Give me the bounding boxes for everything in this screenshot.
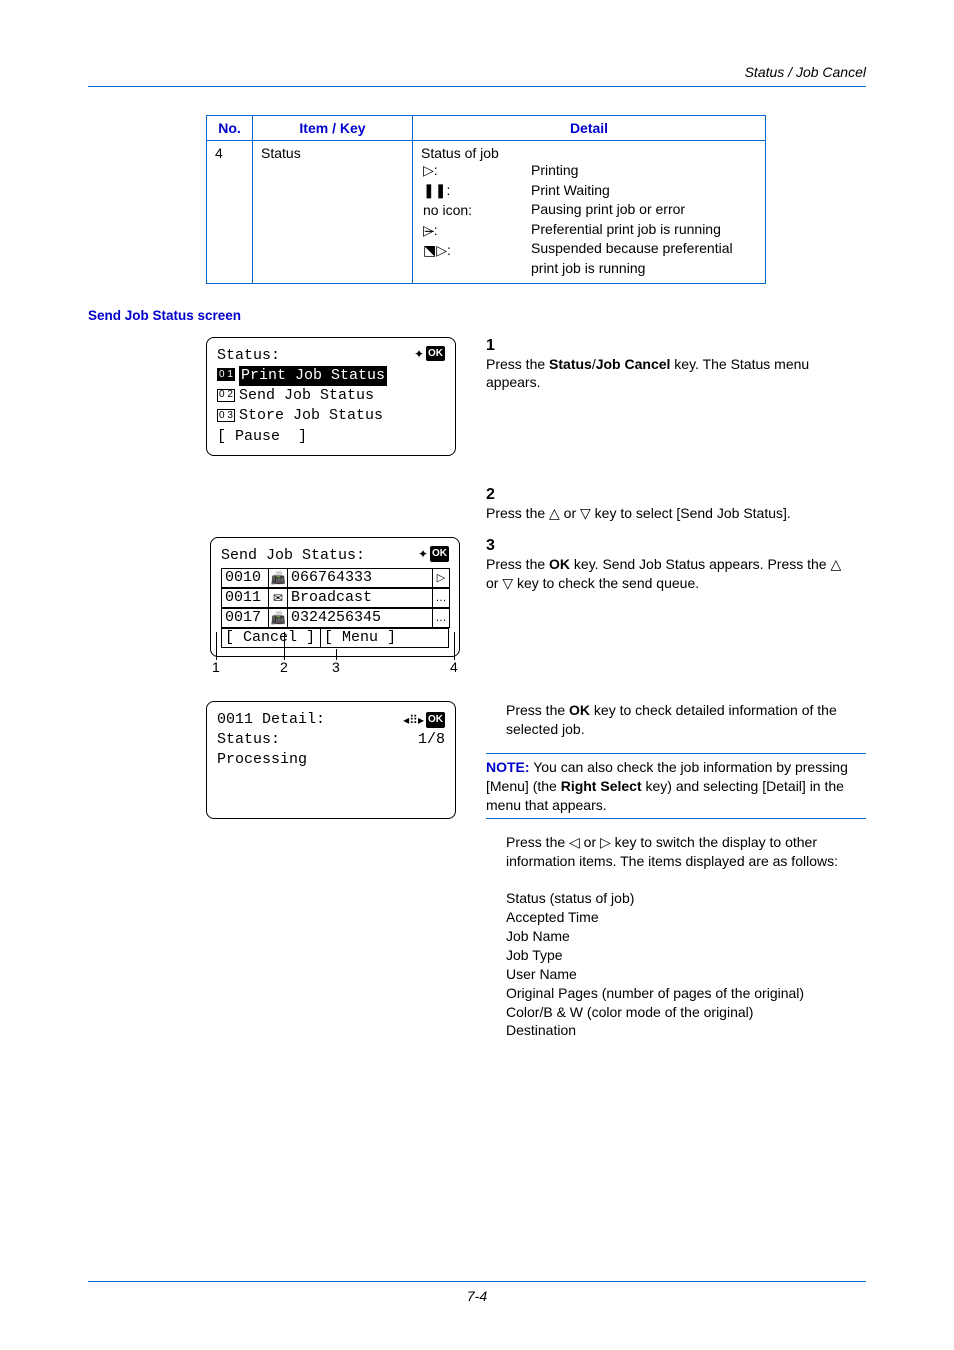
status-table: No. Item / Key Detail 4 Status Status of…: [206, 115, 766, 284]
step-text: Press the Status/Job Cancel key. The Sta…: [486, 355, 844, 393]
step-text: Press the OK key. Send Job Status appear…: [486, 555, 844, 593]
switch-text: Press the ◁ or ▷ key to switch the displ…: [506, 833, 866, 871]
lcd-detail-page: 1/8: [418, 730, 445, 750]
lcd-item-label: Send Job Status: [239, 387, 374, 404]
info-item: Original Pages (number of pages of the o…: [506, 984, 866, 1003]
page-number: 7-4: [0, 1288, 954, 1304]
job-text: 066764333: [287, 568, 433, 588]
annotation-num: 4: [450, 659, 458, 675]
step-text: Press the △ or ▽ key to select [Send Job…: [486, 504, 844, 523]
job-id: 0011: [221, 588, 269, 608]
step-number: 1: [486, 337, 504, 355]
lcd-status-menu: ✦OK Status: 0 1 Print Job Status 0 2 Send …: [206, 337, 456, 456]
lcd-item-num: 0 3: [217, 409, 235, 422]
lcd-detail-status-label: Status:: [217, 730, 280, 750]
footer-rule: [88, 1281, 866, 1282]
status-desc: Print Waiting: [531, 181, 757, 201]
lcd-job-row: 0011 ✉ Broadcast …: [221, 588, 449, 608]
note-block: NOTE: You can also check the job informa…: [486, 753, 866, 820]
header-rule: [88, 86, 866, 87]
td-no: 4: [207, 141, 253, 284]
step-number: 2: [486, 486, 504, 504]
job-status-icon: …: [432, 588, 450, 608]
lcd-title: Status:: [217, 346, 445, 366]
td-item: Status: [253, 141, 413, 284]
menu-button[interactable]: [ Menu ]: [320, 628, 449, 648]
lcd-item-label: Store Job Status: [239, 407, 383, 424]
ok-badge-icon: OK: [430, 546, 449, 562]
header-section: Status / Job Cancel: [88, 64, 866, 80]
td-detail: Status of job ▷: ❚❚: no icon: ▷̶: ⬔▷: Pr…: [413, 141, 766, 284]
lcd-send-job-status: ✦OK Send Job Status: 0010 📠 066764333 ▷ …: [210, 537, 460, 657]
th-no: No.: [207, 116, 253, 141]
job-id: 0010: [221, 568, 269, 588]
th-detail: Detail: [413, 116, 766, 141]
status-icon-pref: ▷̶:: [423, 221, 531, 241]
job-status-icon: …: [432, 608, 450, 628]
note-label: NOTE:: [486, 759, 530, 775]
info-item: Status (status of job): [506, 889, 866, 908]
cancel-button[interactable]: [ Cancel ]: [221, 628, 321, 648]
annotation-num: 3: [332, 659, 340, 675]
fax-icon: 📠: [268, 568, 288, 588]
nav-arrows-icon: ✦: [414, 346, 424, 362]
step-number: 3: [486, 537, 504, 555]
section-heading: Send Job Status screen: [88, 308, 866, 323]
job-text: 0324256345: [287, 608, 433, 628]
lcd-footer: [ Pause ]: [217, 427, 445, 447]
lcd-item-label: Print Job Status: [239, 366, 387, 386]
ok-detail-text: Press the OK key to check detailed infor…: [506, 701, 886, 739]
info-item: User Name: [506, 965, 866, 984]
detail-head: Status of job: [421, 145, 757, 161]
nav-arrows-icon: ✦: [418, 546, 428, 562]
annotation-num: 2: [280, 659, 288, 675]
lcd-job-row: 0017 📠 0324256345 …: [221, 608, 449, 628]
info-item: Color/B & W (color mode of the original): [506, 1003, 866, 1022]
fax-icon: 📠: [268, 608, 288, 628]
info-item: Job Name: [506, 927, 866, 946]
status-icon-printing: ▷:: [423, 161, 531, 181]
lcd-item-num: 0 1: [217, 368, 235, 381]
status-desc: Suspended because preferential print job…: [531, 239, 757, 278]
lcd-detail: 0011 Detail: ◂⠿▸OK Status: 1/8 Processin…: [206, 701, 456, 819]
info-item: Destination: [506, 1021, 866, 1040]
job-id: 0017: [221, 608, 269, 628]
status-icon-susp: ⬔▷:: [423, 241, 531, 261]
status-desc: Preferential print job is running: [531, 220, 757, 240]
mail-icon: ✉: [268, 588, 288, 608]
status-desc: Pausing print job or error: [531, 200, 757, 220]
info-item: Job Type: [506, 946, 866, 965]
lcd-item-num: 0 2: [217, 389, 235, 402]
lcd-detail-title: 0011 Detail:: [217, 710, 325, 730]
status-icon-none: no icon:: [423, 201, 531, 221]
lcd-job-row: 0010 📠 066764333 ▷: [221, 568, 449, 588]
job-text: Broadcast: [287, 588, 433, 608]
status-desc: Printing: [531, 161, 757, 181]
info-item: Accepted Time: [506, 908, 866, 927]
lcd-title: Send Job Status:: [221, 546, 449, 566]
job-status-icon: ▷: [432, 568, 450, 588]
th-item: Item / Key: [253, 116, 413, 141]
annotation-num: 1: [212, 659, 220, 675]
lr-arrows-icon: ◂⠿▸: [403, 712, 424, 728]
lcd-detail-value: Processing: [217, 750, 445, 770]
ok-badge-icon: OK: [426, 712, 445, 728]
ok-badge-icon: OK: [426, 346, 445, 362]
status-icon-waiting: ❚❚:: [423, 181, 531, 201]
